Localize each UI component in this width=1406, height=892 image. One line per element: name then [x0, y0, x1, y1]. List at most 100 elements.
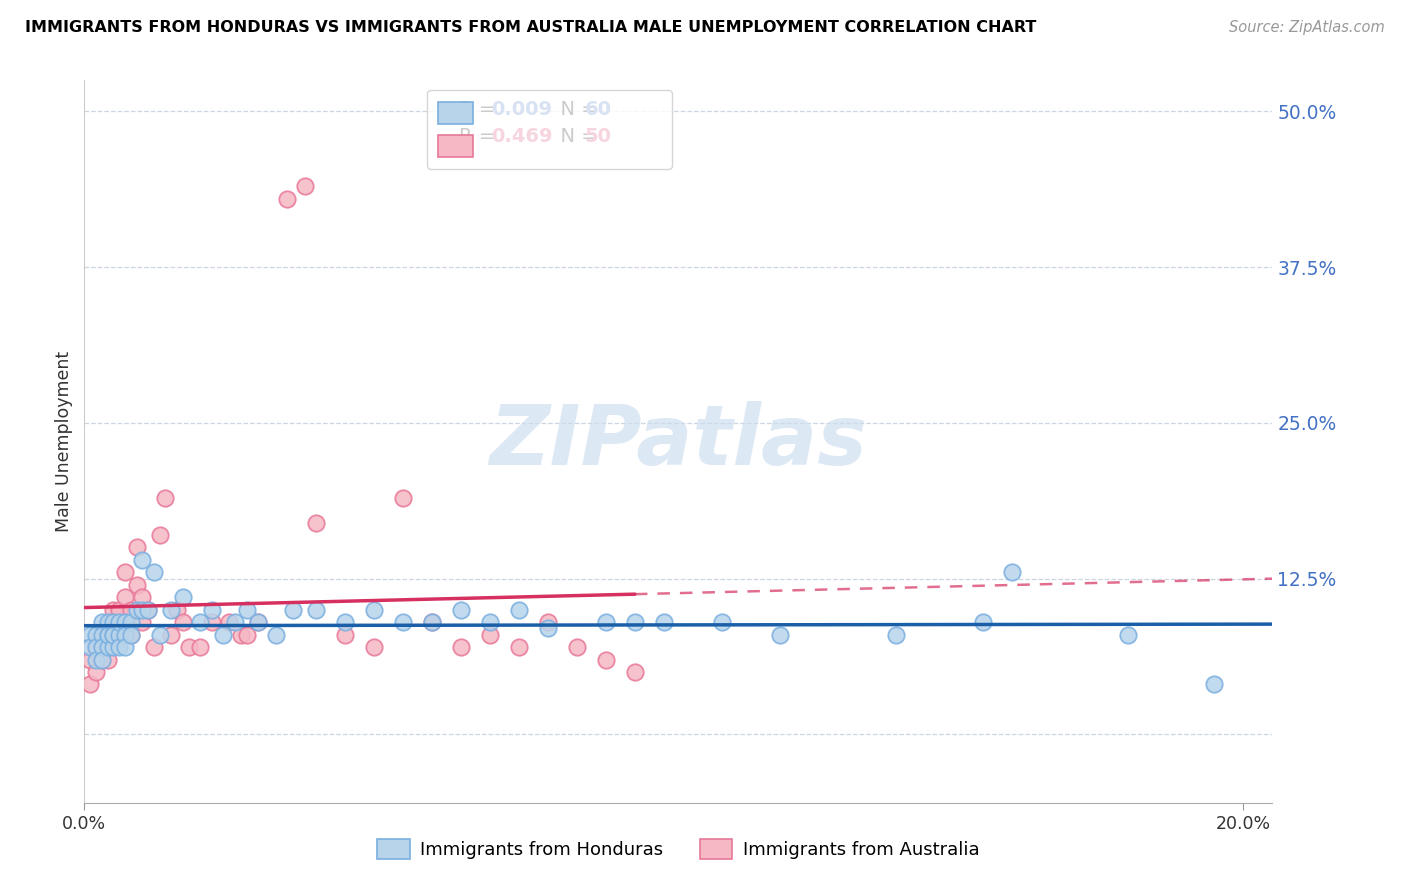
Point	[79, 640, 101, 654]
Point	[972, 615, 994, 630]
Point	[103, 603, 125, 617]
Point	[769, 627, 792, 641]
Point	[420, 615, 443, 630]
Point	[149, 528, 172, 542]
Point	[247, 615, 270, 630]
Point	[108, 615, 131, 630]
Point	[508, 603, 530, 617]
Point	[125, 603, 148, 617]
Text: 0.009: 0.009	[491, 100, 551, 119]
Point	[103, 627, 125, 641]
Text: IMMIGRANTS FROM HONDURAS VS IMMIGRANTS FROM AUSTRALIA MALE UNEMPLOYMENT CORRELAT: IMMIGRANTS FROM HONDURAS VS IMMIGRANTS F…	[25, 20, 1036, 35]
Point	[229, 627, 252, 641]
Point	[108, 640, 131, 654]
Point	[96, 640, 118, 654]
Point	[1116, 627, 1139, 641]
Point	[508, 640, 530, 654]
Point	[84, 640, 107, 654]
Legend: Immigrants from Honduras, Immigrants from Australia: Immigrants from Honduras, Immigrants fro…	[370, 831, 987, 866]
Point	[90, 627, 112, 641]
Point	[90, 640, 112, 654]
Point	[212, 627, 235, 641]
Text: N =: N =	[548, 100, 603, 119]
Point	[595, 652, 617, 666]
Point	[305, 603, 328, 617]
Point	[114, 640, 136, 654]
Point	[595, 615, 617, 630]
Point	[333, 615, 356, 630]
Point	[142, 566, 165, 580]
Point	[125, 578, 148, 592]
Point	[114, 627, 136, 641]
Point	[537, 615, 560, 630]
Point	[172, 591, 194, 605]
Point	[114, 615, 136, 630]
Point	[120, 615, 142, 630]
Point	[247, 615, 270, 630]
Point	[281, 603, 304, 617]
Point	[172, 615, 194, 630]
Text: R =: R =	[458, 100, 501, 119]
Point	[710, 615, 733, 630]
Point	[363, 603, 385, 617]
Point	[120, 627, 142, 641]
Point	[294, 179, 316, 194]
Point	[155, 491, 177, 505]
Point	[305, 516, 328, 530]
Point	[235, 603, 257, 617]
Point	[884, 627, 907, 641]
Point	[565, 640, 588, 654]
Point	[1001, 566, 1024, 580]
Text: R =: R =	[458, 128, 501, 146]
Point	[149, 627, 172, 641]
Point	[479, 627, 502, 641]
Point	[136, 603, 159, 617]
Point	[96, 627, 118, 641]
Y-axis label: Male Unemployment: Male Unemployment	[55, 351, 73, 533]
Point	[136, 603, 159, 617]
Point	[103, 640, 125, 654]
Point	[114, 591, 136, 605]
Text: ZIPatlas: ZIPatlas	[489, 401, 868, 482]
Point	[392, 615, 415, 630]
Text: N =: N =	[548, 128, 603, 146]
Point	[131, 591, 153, 605]
Point	[96, 615, 118, 630]
Point	[624, 615, 647, 630]
Point	[84, 627, 107, 641]
Point	[114, 615, 136, 630]
Point	[108, 603, 131, 617]
Point	[84, 665, 107, 679]
Text: 50: 50	[585, 128, 612, 146]
Point	[420, 615, 443, 630]
Point	[114, 566, 136, 580]
Point	[79, 652, 101, 666]
Point	[624, 665, 647, 679]
Point	[235, 627, 257, 641]
Point	[166, 603, 188, 617]
Point	[160, 603, 183, 617]
Point	[264, 627, 287, 641]
Point	[224, 615, 246, 630]
Point	[450, 603, 472, 617]
Point	[142, 640, 165, 654]
Point	[103, 627, 125, 641]
Point	[537, 621, 560, 635]
Point	[450, 640, 472, 654]
Point	[90, 615, 112, 630]
Point	[103, 615, 125, 630]
Point	[131, 553, 153, 567]
Point	[201, 603, 224, 617]
Text: 60: 60	[585, 100, 612, 119]
Text: 0.469: 0.469	[491, 128, 553, 146]
Point	[84, 640, 107, 654]
Point	[96, 627, 118, 641]
Point	[120, 603, 142, 617]
Point	[79, 627, 101, 641]
Point	[333, 627, 356, 641]
Point	[177, 640, 200, 654]
Point	[103, 615, 125, 630]
Point	[131, 615, 153, 630]
Point	[276, 192, 298, 206]
Point	[160, 627, 183, 641]
